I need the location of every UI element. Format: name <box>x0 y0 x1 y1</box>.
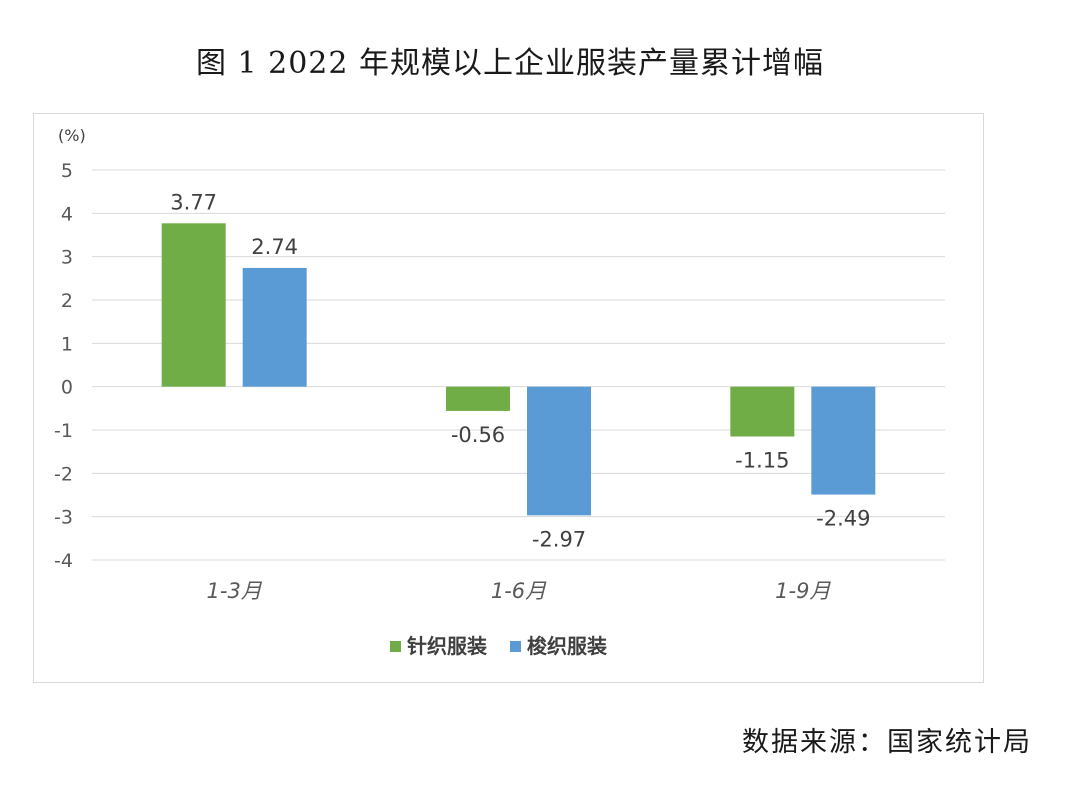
x-category-label: 1-6月 <box>491 579 547 603</box>
bar <box>242 267 307 387</box>
data-label: -1.15 <box>735 449 789 473</box>
y-tick-label: -4 <box>54 550 73 572</box>
bar <box>811 386 876 495</box>
figure-title: 图 1 2022 年规模以上企业服装产量累计增幅 <box>195 46 825 81</box>
bar <box>161 223 226 387</box>
y-tick-label: 5 <box>61 160 73 182</box>
y-tick-label: 4 <box>61 203 73 225</box>
x-category-label: 1-9月 <box>775 579 831 603</box>
data-label: 2.74 <box>251 235 298 259</box>
y-tick-label: 2 <box>61 290 73 312</box>
y-tick-label: 3 <box>61 247 73 269</box>
y-tick-label: -2 <box>54 463 73 485</box>
bar <box>527 386 591 516</box>
legend-label: 针织服装 <box>407 634 487 658</box>
legend-swatch <box>390 641 401 652</box>
data-label: 3.77 <box>170 190 217 214</box>
legend-swatch <box>510 641 521 652</box>
bar <box>730 386 795 437</box>
data-source-note: 数据来源：国家统计局 <box>742 727 1032 758</box>
data-label: -0.56 <box>451 423 505 447</box>
bar <box>446 386 510 411</box>
y-tick-label: -1 <box>54 420 73 442</box>
x-category-label: 1-3月 <box>207 579 263 603</box>
y-tick-label: -3 <box>54 507 73 529</box>
y-tick-label: 0 <box>61 377 73 399</box>
data-label: -2.49 <box>816 507 870 531</box>
y-tick-label: 1 <box>61 333 73 355</box>
legend-label: 梭织服装 <box>527 634 607 658</box>
data-label: -2.97 <box>532 527 586 551</box>
y-axis-unit-label: (%) <box>58 126 86 145</box>
chart-frame <box>33 113 984 683</box>
